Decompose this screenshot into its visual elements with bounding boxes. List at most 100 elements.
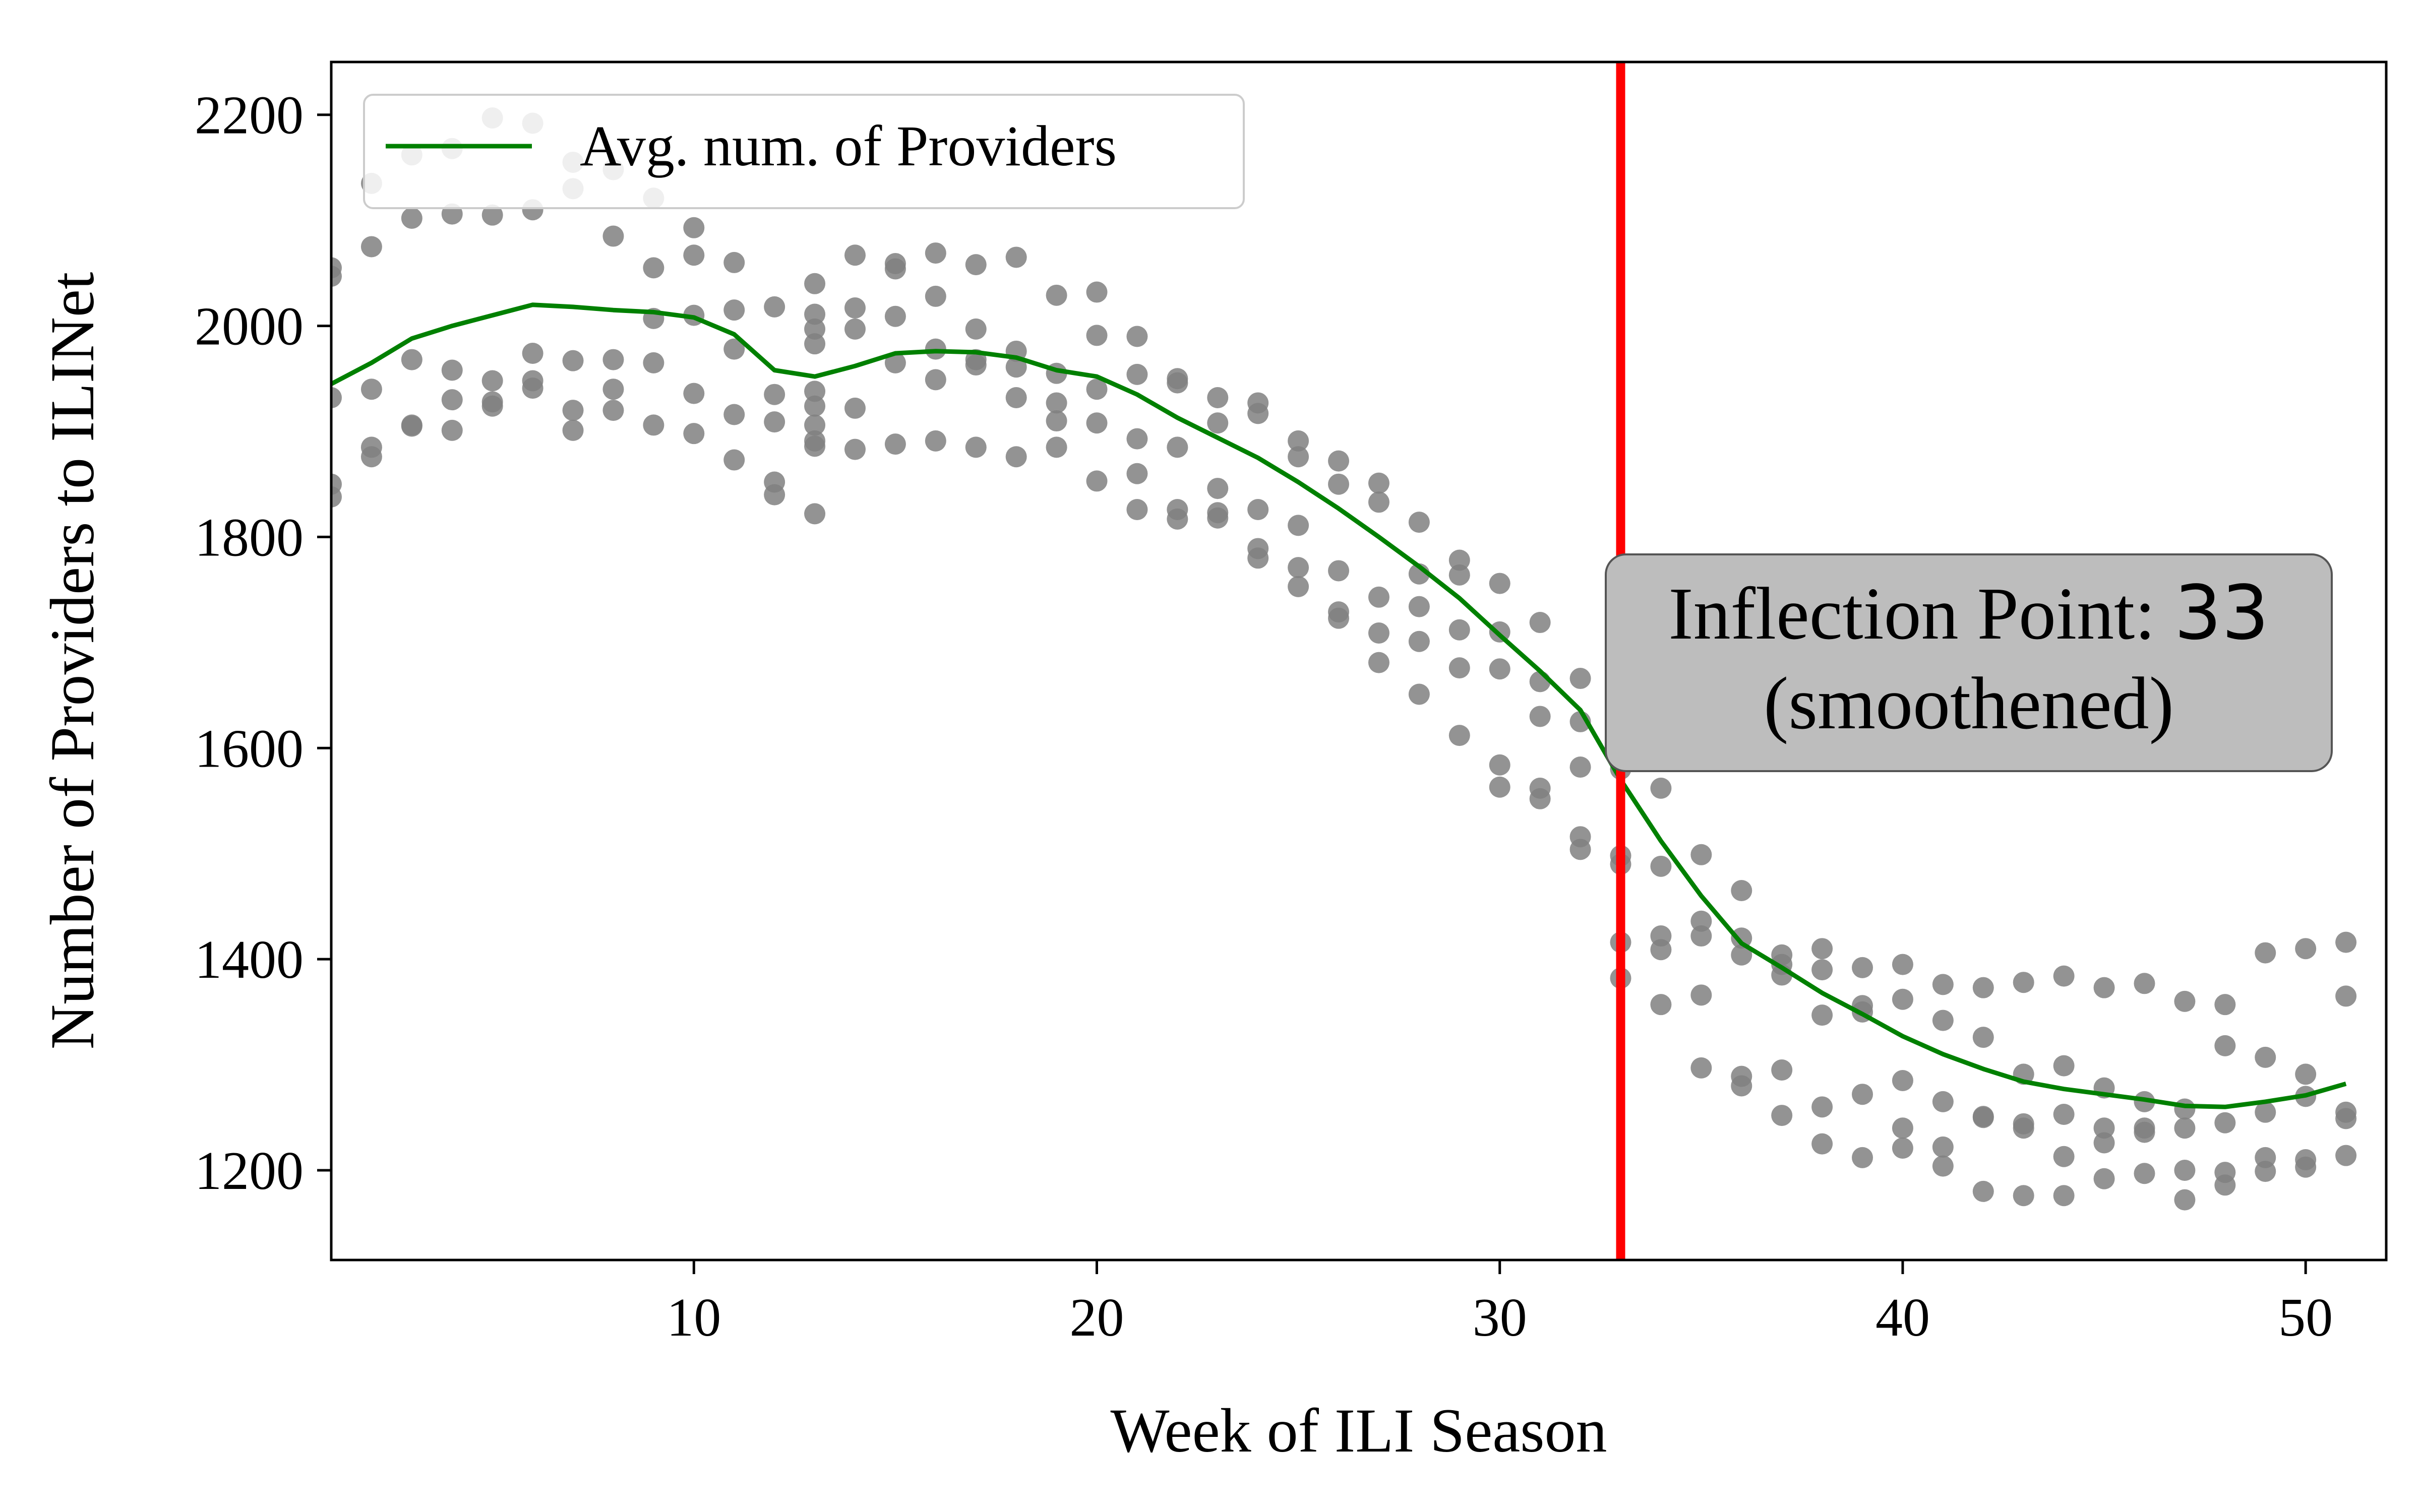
scatter-point [2053, 1103, 2075, 1125]
scatter-point [1811, 1004, 1833, 1026]
scatter-point [1569, 668, 1591, 689]
scatter-point [2335, 1145, 2357, 1166]
scatter-point [1972, 977, 1994, 998]
scatter-point [1005, 356, 1027, 378]
scatter-point [1690, 844, 1712, 865]
scatter-point [401, 207, 422, 229]
scatter-point [925, 285, 946, 307]
scatter-point [1086, 470, 1108, 492]
scatter-point [1811, 959, 1833, 981]
scatter-point [2335, 931, 2357, 953]
scatter-point [965, 254, 987, 276]
scatter-point [2013, 972, 2034, 993]
scatter-point [2174, 990, 2196, 1012]
scatter-point [1005, 446, 1027, 468]
scatter-point [2174, 1117, 2196, 1139]
scatter-point [1288, 557, 1309, 579]
x-tick-label: 30 [1473, 1288, 1527, 1348]
scatter-point [2214, 994, 2236, 1016]
scatter-point [1932, 1155, 1954, 1177]
scatter-point [1731, 880, 1752, 902]
scatter-point [1690, 910, 1712, 932]
scatter-point [562, 419, 584, 441]
x-tick-label: 10 [667, 1288, 721, 1348]
scatter-point [401, 349, 422, 370]
scatter-point [844, 397, 866, 419]
scatter-point [1852, 1147, 1873, 1168]
scatter-point [1288, 430, 1309, 452]
scatter-point [602, 349, 624, 370]
scatter-point [804, 273, 826, 294]
scatter-point [2295, 1156, 2317, 1178]
scatter-point [1892, 1069, 1913, 1091]
scatter-point [441, 419, 463, 441]
scatter-point [2093, 1168, 2115, 1189]
scatter-point [1126, 428, 1148, 450]
scatter-point [804, 435, 826, 457]
y-tick-label: 1400 [195, 930, 304, 990]
scatter-point [2174, 1098, 2196, 1120]
scatter-point [804, 381, 826, 402]
scatter-point [2053, 965, 2075, 987]
scatter-point [602, 225, 624, 247]
scatter-point [1247, 498, 1269, 520]
scatter-point [1852, 957, 1873, 978]
scatter-point [884, 258, 906, 280]
legend-label: Avg. num. of Providers [580, 114, 1117, 178]
scatter-point [1731, 1075, 1752, 1097]
y-tick-label: 1200 [195, 1141, 304, 1201]
scatter-point [1408, 631, 1430, 652]
scatter-point [1932, 974, 1954, 995]
scatter-point [1811, 1133, 1833, 1155]
scatter-point [562, 350, 584, 371]
scatter-point [1126, 463, 1148, 484]
x-tick-label: 40 [1876, 1288, 1930, 1348]
scatter-point [804, 414, 826, 436]
scatter-point [1408, 512, 1430, 533]
scatter-point [1811, 1096, 1833, 1118]
scatter-point [643, 414, 664, 436]
scatter-point [1529, 788, 1551, 809]
scatter-point [1448, 619, 1470, 641]
scatter-point [1650, 939, 1672, 961]
scatter-point [1288, 515, 1309, 536]
scatter-point [965, 318, 987, 340]
scatter-point [965, 354, 987, 376]
scatter-point [2214, 1035, 2236, 1056]
average-line [331, 302, 2347, 1109]
scatter-point [1207, 412, 1229, 434]
scatter-point [1489, 754, 1510, 776]
scatter-point [1892, 1138, 1913, 1159]
scatter-point [2174, 1159, 2196, 1181]
scatter-point [1207, 478, 1229, 499]
scatter-point [804, 318, 826, 340]
scatter-point [2013, 1117, 2034, 1139]
scatter-point [1368, 472, 1389, 494]
scatter-point [2053, 1185, 2075, 1207]
scatter-point [331, 387, 342, 408]
scatter-point [1489, 573, 1510, 594]
scatter-point [441, 389, 463, 411]
scatter-point [1892, 988, 1913, 1010]
x-axis-ticks: 10 20 30 40 50 [667, 1260, 2333, 1348]
scatter-point [1086, 325, 1108, 346]
scatter-point [1771, 1059, 1793, 1081]
scatter-point [2255, 1161, 2276, 1182]
scatter-point [562, 400, 584, 421]
scatter-point [1368, 622, 1389, 644]
scatter-point [1852, 1084, 1873, 1105]
scatter-point [1690, 1057, 1712, 1079]
scatter-point [1731, 944, 1752, 966]
scatter-point [1972, 1027, 1994, 1048]
scatter-point [925, 369, 946, 391]
scatter-point [2134, 1163, 2155, 1184]
scatter-point [2255, 1046, 2276, 1068]
scatter-point [804, 303, 826, 325]
scatter-point [844, 244, 866, 266]
scatter-point [2295, 1063, 2317, 1085]
scatter-point [1207, 507, 1229, 529]
scatter-point [1207, 387, 1229, 408]
scatter-point [1086, 281, 1108, 303]
scatter-point [723, 338, 745, 360]
scatter-point [1288, 446, 1309, 468]
